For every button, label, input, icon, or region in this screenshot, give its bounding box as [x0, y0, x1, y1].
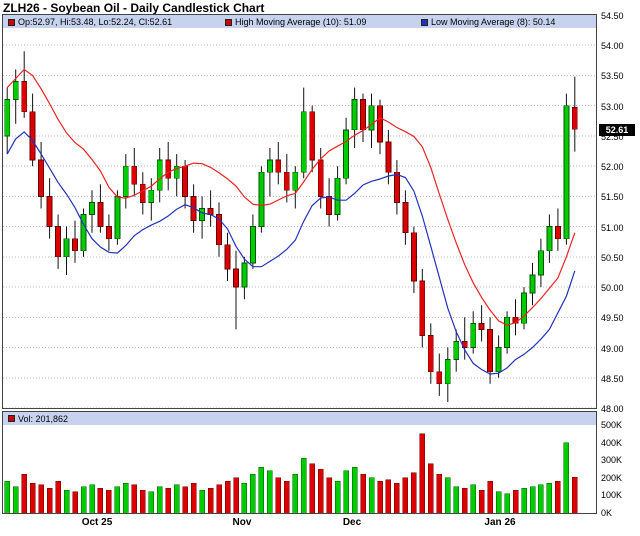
price-axis: 52.61 54.50 54.00 53.50 53.00 52.50 52.00 51.5… [599, 11, 640, 414]
price-tick-label: 52.50 [601, 132, 624, 142]
date-tick-label: Jan 26 [484, 517, 516, 528]
volume-tick-label: 100K [601, 490, 623, 500]
volume-legend-bar: Vol: 201,862 [3, 412, 596, 425]
legend-low-ma-label: Low Moving Average (8): 50.14 [431, 17, 556, 27]
volume-axis: 500K 400K 300K 200K 100K 0K [599, 411, 640, 518]
price-tick-label: 50.50 [601, 253, 624, 263]
ohlc-swatch-icon [8, 18, 15, 26]
volume-tick-label: 300K [601, 455, 623, 465]
chart-title: ZLH26 - Soybean Oil - Daily Candlestick … [3, 1, 265, 15]
price-tick-label: 49.00 [601, 344, 624, 354]
legend-high-ma: High Moving Average (10): 51.09 [225, 17, 366, 27]
volume-chart-canvas[interactable] [3, 425, 596, 513]
price-tick-label: 49.50 [601, 313, 624, 323]
date-tick-label: Nov [232, 517, 252, 528]
price-tick-label: 51.50 [601, 192, 624, 202]
volume-legend-label: Vol: 201,862 [18, 413, 69, 424]
price-chart-panel[interactable]: Op:52.97, Hi:53.48, Lo:52.24, Cl:52.61 H… [2, 14, 597, 409]
price-tick-label: 53.00 [601, 102, 624, 112]
date-axis: Oct 25 Nov Dec Jan 26 [2, 517, 597, 533]
low-ma-swatch-icon [421, 18, 428, 26]
price-tick-label: 50.00 [601, 283, 624, 293]
volume-panel[interactable]: Vol: 201,862 [2, 411, 597, 514]
price-tick-label: 48.50 [601, 374, 624, 384]
legend-ohlc-label: Op:52.97, Hi:53.48, Lo:52.24, Cl:52.61 [18, 17, 173, 27]
price-tick-label: 54.00 [601, 41, 624, 51]
chart-legend-bar: Op:52.97, Hi:53.48, Lo:52.24, Cl:52.61 H… [3, 15, 596, 28]
volume-swatch-icon [8, 415, 15, 422]
volume-tick-label: 200K [601, 473, 623, 483]
price-tick-label: 51.00 [601, 223, 624, 233]
legend-ohlc: Op:52.97, Hi:53.48, Lo:52.24, Cl:52.61 [8, 17, 172, 27]
price-tick-label: 54.50 [601, 11, 624, 21]
legend-low-ma: Low Moving Average (8): 50.14 [421, 17, 555, 27]
legend-high-ma-label: High Moving Average (10): 51.09 [235, 17, 367, 27]
volume-tick-label: 500K [601, 420, 623, 430]
date-tick-label: Oct 25 [81, 517, 113, 528]
price-tick-label: 48.00 [601, 404, 624, 414]
price-tick-label: 52.00 [601, 162, 624, 172]
date-tick-label: Dec [342, 517, 362, 528]
high-ma-swatch-icon [225, 18, 232, 26]
last-price-tag: 52.61 [599, 124, 635, 136]
volume-tick-label: 400K [601, 438, 623, 448]
price-tick-label: 53.50 [601, 71, 624, 81]
volume-tick-label: 0K [601, 508, 613, 518]
price-chart-canvas[interactable] [3, 15, 596, 408]
